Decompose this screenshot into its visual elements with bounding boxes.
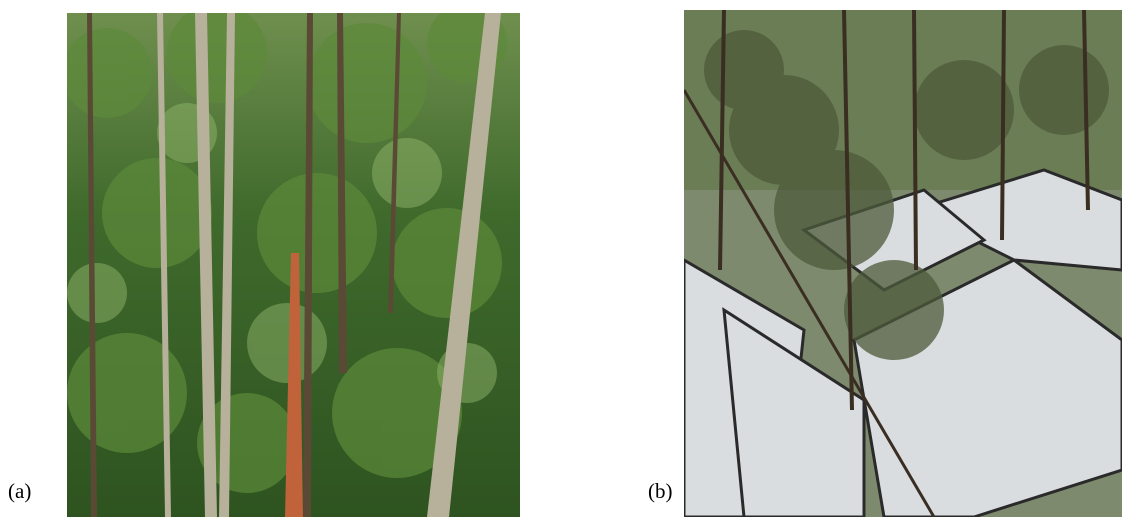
panel-label: (a)	[8, 479, 32, 503]
panel-label: (b)	[648, 479, 673, 503]
photo-mirrors	[684, 10, 1122, 517]
photo-forest	[67, 13, 520, 517]
